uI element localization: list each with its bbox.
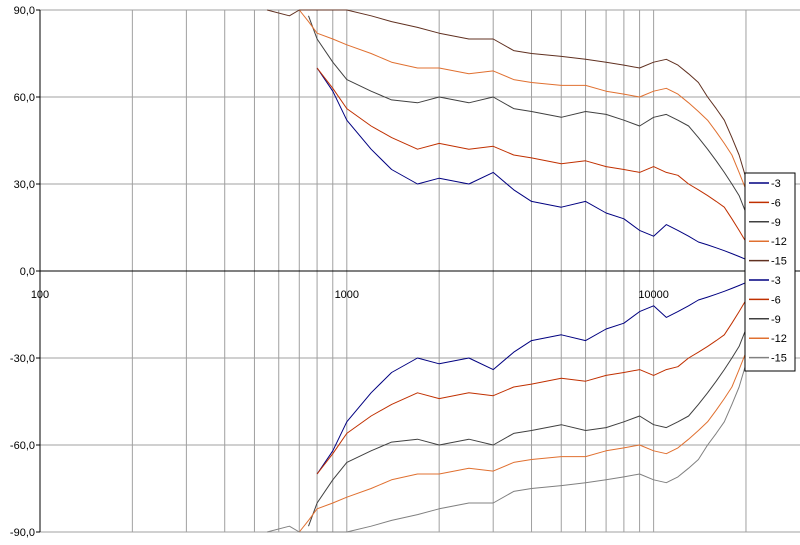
y-tick-label: -60,0 [10, 440, 35, 452]
series-line [266, 9, 747, 179]
legend-label: -3 [771, 178, 781, 190]
legend-label: -6 [771, 197, 781, 209]
x-tick-label: 100 [31, 289, 49, 301]
series-line [266, 363, 747, 533]
legend-label: -9 [771, 314, 781, 326]
series-line [308, 15, 747, 214]
series-line [316, 67, 747, 243]
y-tick-label: -90,0 [10, 527, 35, 539]
legend-label: -9 [771, 217, 781, 229]
series-line [316, 282, 747, 475]
series-line [316, 67, 747, 260]
y-tick-label: 60,0 [14, 92, 35, 104]
legend-label: -15 [771, 256, 787, 268]
series-line [308, 328, 747, 527]
y-tick-label: 0,0 [20, 266, 35, 278]
legend-label: -6 [771, 294, 781, 306]
y-axis-tick-labels: 90,0 60,0 30,0 0,0 -30,0 -60,0 -90,0 [10, 5, 35, 539]
y-tick-label: 30,0 [14, 179, 35, 191]
x-tick-label: 10000 [638, 289, 669, 301]
x-axis-tick-labels: 100 1000 10000 [31, 289, 669, 301]
legend: -3 -6 -9 -12 -15 -3 -6 -9 -12 -15 [744, 172, 796, 372]
series-line [298, 9, 747, 190]
legend-label: -12 [771, 333, 787, 345]
series-line [298, 352, 747, 533]
y-tick-label: -30,0 [10, 353, 35, 365]
series-layer [266, 9, 747, 533]
y-tick-label: 90,0 [14, 5, 35, 17]
series-line [316, 299, 747, 475]
legend-label: -15 [771, 353, 787, 365]
axes [36, 9, 800, 533]
legend-label: -12 [771, 236, 787, 248]
x-tick-label: 1000 [335, 289, 359, 301]
legend-label: -3 [771, 275, 781, 287]
